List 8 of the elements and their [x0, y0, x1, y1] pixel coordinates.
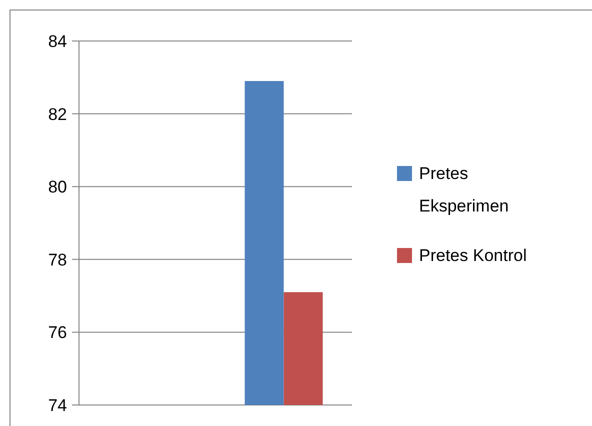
y-tick-label: 84 [48, 32, 67, 51]
y-tick-label: 82 [48, 104, 67, 124]
legend-label: Pretes Eksperimen [419, 164, 509, 216]
y-tick-label: 76 [48, 323, 67, 342]
y-tick-label: 74 [48, 396, 67, 415]
legend-label: Pretes Kontrol [419, 246, 527, 265]
y-tick-label: 80 [48, 178, 67, 197]
y-tick-label: 78 [48, 250, 67, 270]
